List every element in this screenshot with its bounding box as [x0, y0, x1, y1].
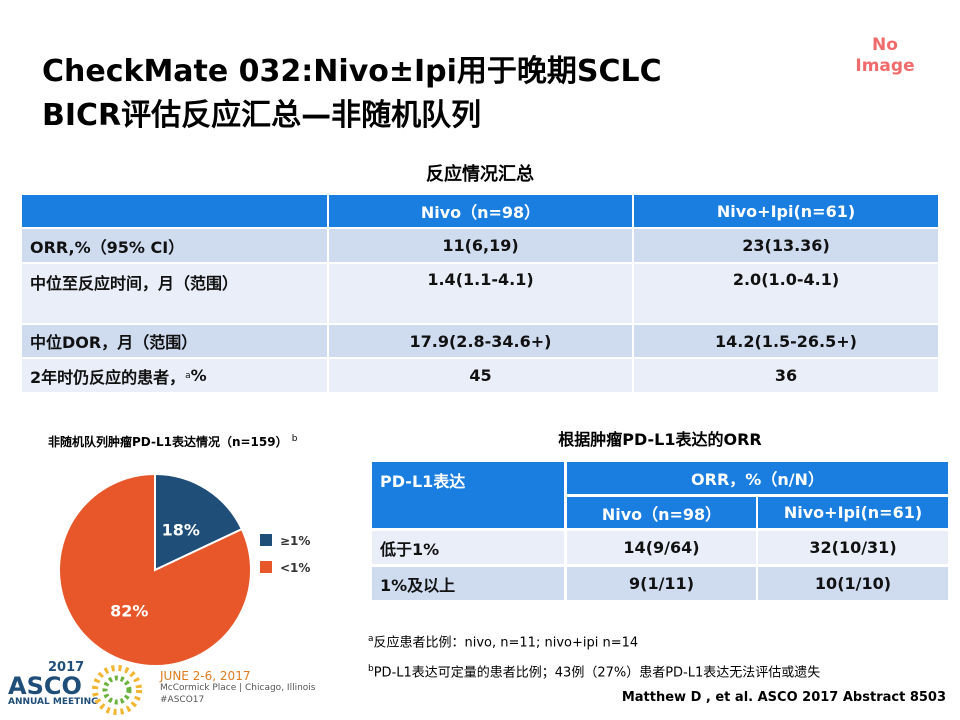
footnote-text: PD-L1表达可定量的患者比例；43例（27%）患者PD-L1表达无法评估或遗失: [373, 665, 821, 681]
title-line: BICR评估反应汇总—非随机队列: [42, 98, 482, 133]
logo-ring: [92, 665, 142, 715]
footnotes: a反应患者比例：nivo, n=11; nivo+ipi n=14 bPD-L1…: [368, 626, 820, 687]
row-label: ORR,%（95% CI）: [22, 229, 327, 262]
header-cell: Nivo+Ipi(n=61): [634, 195, 938, 227]
row-label-text: 中位至反应时间，月（范围）: [30, 274, 239, 293]
row-label-sup: a: [185, 370, 191, 381]
footnote-marker: b: [368, 664, 374, 675]
table-cell: 11(6,19): [329, 229, 632, 262]
table-cell: 14.2(1.5-26.5+): [634, 325, 938, 357]
pie-slice: [154, 472, 244, 572]
legend-swatch: [260, 534, 272, 546]
row-label: 1%及以上: [372, 567, 564, 600]
no-image-text: Image: [855, 56, 915, 76]
footnote: bPD-L1表达可定量的患者比例；43例（27%）患者PD-L1表达无法评估或遗…: [368, 656, 820, 686]
table-cell: 10(1/10): [758, 567, 948, 600]
title-line: CheckMate 032:Nivo±Ipi用于晚期SCLC: [42, 54, 662, 89]
pie-slice: [58, 472, 252, 667]
slide-title: CheckMate 032:Nivo±Ipi用于晚期SCLC BICR评估反应汇…: [42, 50, 662, 138]
table-cell: 14(9/64): [567, 531, 756, 564]
logo-info: JUNE 2-6, 2017 McCormick Place | Chicago…: [160, 670, 315, 706]
row-label-text: ORR,%（95% CI）: [30, 237, 185, 257]
no-image-text: No: [872, 35, 898, 55]
row-label: 低于1%: [372, 531, 564, 564]
no-image: No Image: [850, 35, 920, 77]
row-label-text: 2年时仍反应的患者，: [30, 367, 186, 387]
pie-title-text: 非随机队列肿瘤PD-L1表达情况（n=159）: [48, 435, 288, 449]
logo-tag: #ASCO17: [160, 695, 205, 705]
corner-cell: PD-L1表达: [372, 462, 564, 528]
logo-graphic: [92, 665, 142, 715]
header-cell: Nivo（n=98）: [567, 497, 756, 528]
logo: 2017 ASCO ANNUAL MEETING: [8, 660, 99, 707]
row-label-suffix: %: [190, 366, 207, 385]
table-title: 反应情况汇总: [426, 164, 534, 185]
row-label-text: 中位DOR，月（范围）: [30, 333, 198, 352]
legend-label: <1%: [280, 561, 310, 575]
header-cell: Nivo+Ipi(n=61): [758, 497, 948, 528]
slice-label: 82%: [110, 602, 148, 621]
footnote: a反应患者比例：nivo, n=11; nivo+ipi n=14: [368, 626, 820, 656]
logo-year: 2017: [48, 660, 85, 675]
footnote-marker: a: [368, 634, 374, 644]
row-label: 中位至反应时间，月（范围）: [22, 264, 327, 323]
row-label: 中位DOR，月（范围）: [22, 325, 327, 357]
slice-label: 18%: [162, 520, 200, 539]
logo-place: McCormick Place | Chicago, Illinois: [160, 683, 316, 693]
legend-label: ≥1%: [280, 534, 310, 548]
group-header: ORR，%（n/N）: [567, 462, 948, 494]
citation: Matthew D , et al. ASCO 2017 Abstract 85…: [621, 690, 946, 705]
pie-title: 非随机队列肿瘤PD-L1表达情况（n=159） b: [48, 433, 298, 450]
footnote-text: 反应患者比例：nivo, n=11; nivo+ipi n=14: [373, 635, 639, 651]
legend-swatch: [260, 561, 272, 573]
logo-ring: [102, 675, 132, 705]
table-cell: 2.0(1.0-4.1): [634, 264, 938, 323]
header-cell: [22, 195, 327, 227]
pie-chart: 18% ≥1% 82% <1%: [58, 472, 310, 667]
logo-dates: JUNE 2-6, 2017: [160, 669, 251, 683]
table-cell: 23(13.36): [634, 229, 938, 262]
pie-title-sup: b: [291, 434, 298, 444]
row-label: 2年时仍反应的患者， a%: [22, 359, 327, 392]
table-cell: 45: [329, 359, 632, 392]
header-cell: Nivo（n=98）: [329, 195, 632, 227]
table-cell: 32(10/31): [758, 531, 948, 564]
logo-meeting: ANNUAL MEETING: [8, 697, 99, 707]
table-title: 根据肿瘤PD-L1表达的ORR: [558, 430, 762, 449]
table-cell: 9(1/11): [567, 567, 756, 600]
table-cell: 17.9(2.8-34.6+): [329, 325, 632, 357]
logo-name: ASCO: [8, 672, 82, 700]
table-cell: 36: [634, 359, 938, 392]
table-cell: 1.4(1.1-4.1): [329, 264, 632, 323]
